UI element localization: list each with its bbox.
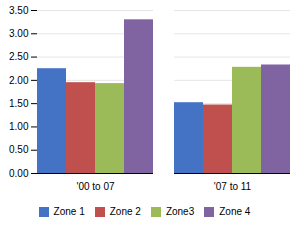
html-text:Zone 1: Zone 1	[53, 206, 85, 217]
svg-text:'00 to 07: '00 to 07	[76, 181, 114, 192]
html-text:Zone3: Zone3	[165, 206, 195, 217]
svg-text:2.50: 2.50	[9, 51, 29, 62]
html-text:Zone 2: Zone 2	[109, 206, 141, 217]
svg-text:'07 to 11: '07 to 11	[214, 181, 252, 192]
svg-text:0.50: 0.50	[9, 144, 29, 155]
svg-text:1.50: 1.50	[9, 98, 29, 109]
svg-text:0.00: 0.00	[9, 168, 29, 179]
svg-text:1.00: 1.00	[9, 121, 29, 132]
svg-text:3.50: 3.50	[9, 5, 29, 16]
svg-text:2.00: 2.00	[9, 75, 29, 86]
svg-text:3.00: 3.00	[9, 28, 29, 39]
html-text:Zone 4: Zone 4	[219, 206, 251, 217]
